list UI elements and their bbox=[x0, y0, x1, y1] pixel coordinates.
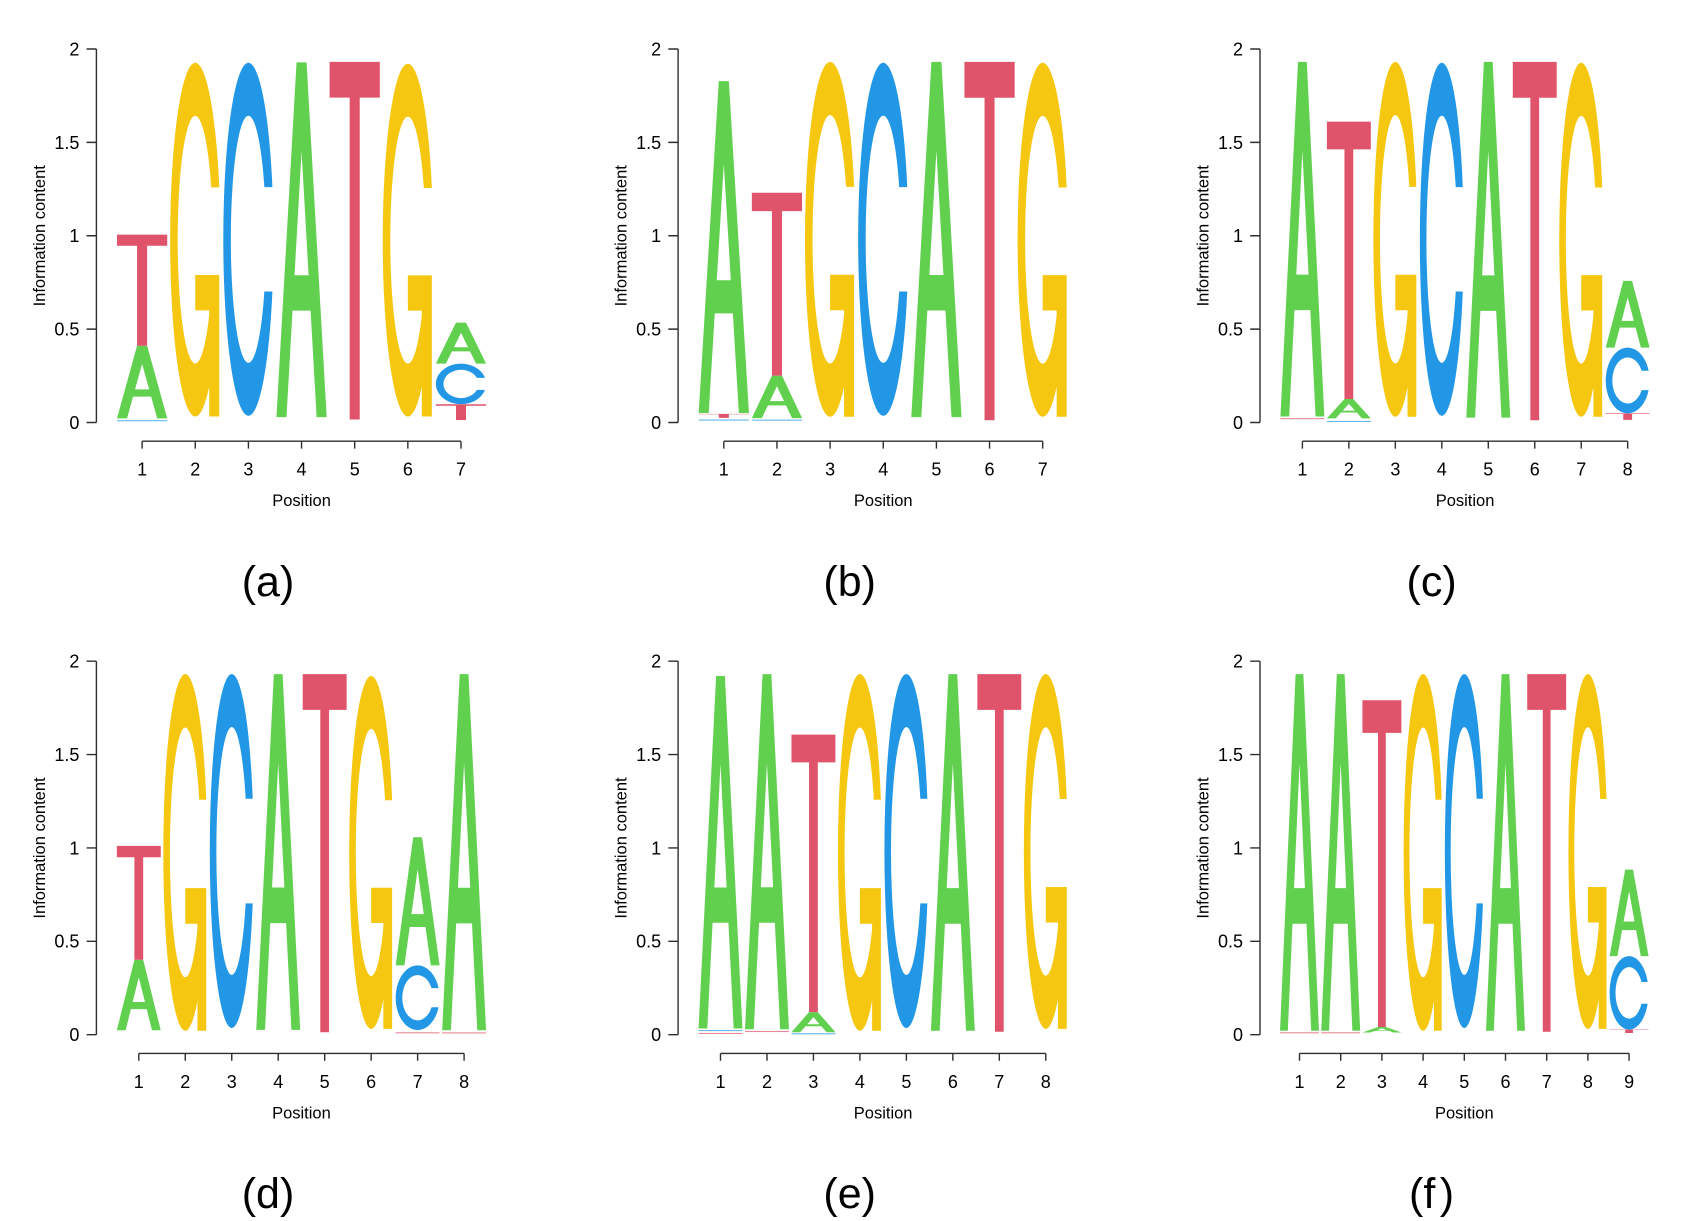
svg-text:0.5: 0.5 bbox=[636, 932, 661, 952]
svg-text:1.5: 1.5 bbox=[54, 133, 79, 153]
svg-text:6: 6 bbox=[403, 460, 413, 480]
svg-text:Position: Position bbox=[272, 492, 331, 510]
svg-text:Position: Position bbox=[854, 1104, 913, 1122]
svg-text:Information content: Information content bbox=[1195, 777, 1213, 919]
svg-text:9: 9 bbox=[1624, 1072, 1634, 1092]
svg-text:6: 6 bbox=[948, 1072, 958, 1092]
svg-text:1.5: 1.5 bbox=[1218, 133, 1243, 153]
svg-text:0: 0 bbox=[1233, 413, 1243, 433]
svg-text:2: 2 bbox=[1233, 39, 1243, 59]
svg-text:0: 0 bbox=[651, 413, 661, 433]
svg-text:5: 5 bbox=[350, 460, 360, 480]
svg-text:Position: Position bbox=[854, 492, 913, 510]
svg-text:2: 2 bbox=[180, 1072, 190, 1092]
svg-text:7: 7 bbox=[994, 1072, 1004, 1092]
svg-text:0: 0 bbox=[1233, 1025, 1243, 1045]
svg-text:1.5: 1.5 bbox=[1218, 745, 1243, 765]
svg-text:Position: Position bbox=[1435, 1104, 1494, 1122]
svg-text:5: 5 bbox=[320, 1072, 330, 1092]
svg-text:4: 4 bbox=[855, 1072, 865, 1092]
svg-text:2: 2 bbox=[1336, 1072, 1346, 1092]
svg-text:1: 1 bbox=[1297, 460, 1307, 480]
svg-text:0.5: 0.5 bbox=[1218, 320, 1243, 340]
svg-text:4: 4 bbox=[273, 1072, 283, 1092]
svg-text:8: 8 bbox=[459, 1072, 469, 1092]
svg-text:Information content: Information content bbox=[613, 165, 631, 307]
svg-text:4: 4 bbox=[1437, 460, 1447, 480]
svg-text:3: 3 bbox=[825, 460, 835, 480]
svg-text:1: 1 bbox=[137, 460, 147, 480]
svg-text:(e): (e) bbox=[823, 1170, 876, 1218]
svg-text:Information content: Information content bbox=[613, 777, 631, 919]
svg-text:(c): (c) bbox=[1407, 558, 1457, 606]
svg-text:4: 4 bbox=[878, 460, 888, 480]
svg-text:0.5: 0.5 bbox=[54, 320, 79, 340]
svg-text:1: 1 bbox=[719, 460, 729, 480]
svg-text:(f): (f) bbox=[1409, 1170, 1454, 1218]
svg-text:3: 3 bbox=[808, 1072, 818, 1092]
svg-text:2: 2 bbox=[762, 1072, 772, 1092]
svg-text:Information content: Information content bbox=[31, 777, 49, 919]
svg-text:1: 1 bbox=[134, 1072, 144, 1092]
svg-text:2: 2 bbox=[69, 652, 79, 672]
svg-text:(d): (d) bbox=[242, 1170, 295, 1218]
svg-text:7: 7 bbox=[1038, 460, 1048, 480]
svg-text:4: 4 bbox=[1418, 1072, 1428, 1092]
svg-text:5: 5 bbox=[901, 1072, 911, 1092]
svg-text:1.5: 1.5 bbox=[636, 133, 661, 153]
svg-text:8: 8 bbox=[1623, 460, 1633, 480]
svg-text:1: 1 bbox=[715, 1072, 725, 1092]
svg-text:6: 6 bbox=[1530, 460, 1540, 480]
svg-text:Information content: Information content bbox=[31, 165, 49, 307]
svg-text:8: 8 bbox=[1583, 1072, 1593, 1092]
svg-text:7: 7 bbox=[1542, 1072, 1552, 1092]
svg-text:(b): (b) bbox=[823, 558, 876, 606]
svg-text:5: 5 bbox=[1483, 460, 1493, 480]
svg-text:1.5: 1.5 bbox=[54, 745, 79, 765]
svg-text:0.5: 0.5 bbox=[54, 932, 79, 952]
svg-text:1: 1 bbox=[69, 226, 79, 246]
svg-text:6: 6 bbox=[985, 460, 995, 480]
svg-text:0: 0 bbox=[651, 1025, 661, 1045]
svg-text:2: 2 bbox=[190, 460, 200, 480]
svg-text:7: 7 bbox=[413, 1072, 423, 1092]
svg-text:1: 1 bbox=[1294, 1072, 1304, 1092]
svg-text:3: 3 bbox=[1390, 460, 1400, 480]
svg-text:5: 5 bbox=[931, 460, 941, 480]
svg-text:1: 1 bbox=[1233, 226, 1243, 246]
svg-text:8: 8 bbox=[1041, 1072, 1051, 1092]
svg-text:3: 3 bbox=[243, 460, 253, 480]
svg-text:(a): (a) bbox=[242, 558, 295, 606]
svg-text:1: 1 bbox=[651, 226, 661, 246]
svg-text:1: 1 bbox=[69, 838, 79, 858]
svg-text:0: 0 bbox=[69, 1025, 79, 1045]
svg-text:1: 1 bbox=[1233, 838, 1243, 858]
svg-text:1.5: 1.5 bbox=[636, 745, 661, 765]
svg-text:Information content: Information content bbox=[1195, 165, 1213, 307]
svg-text:2: 2 bbox=[69, 39, 79, 59]
svg-text:0.5: 0.5 bbox=[1218, 932, 1243, 952]
svg-text:2: 2 bbox=[651, 652, 661, 672]
svg-text:0: 0 bbox=[69, 413, 79, 433]
svg-text:2: 2 bbox=[772, 460, 782, 480]
svg-text:Position: Position bbox=[1436, 492, 1495, 510]
svg-text:7: 7 bbox=[456, 460, 466, 480]
svg-text:2: 2 bbox=[1344, 460, 1354, 480]
svg-text:2: 2 bbox=[651, 39, 661, 59]
svg-text:3: 3 bbox=[227, 1072, 237, 1092]
svg-text:7: 7 bbox=[1576, 460, 1586, 480]
svg-text:5: 5 bbox=[1459, 1072, 1469, 1092]
svg-text:6: 6 bbox=[366, 1072, 376, 1092]
svg-text:6: 6 bbox=[1500, 1072, 1510, 1092]
svg-text:0.5: 0.5 bbox=[636, 320, 661, 340]
svg-text:1: 1 bbox=[651, 838, 661, 858]
svg-text:Position: Position bbox=[272, 1104, 331, 1122]
svg-text:2: 2 bbox=[1233, 652, 1243, 672]
svg-text:3: 3 bbox=[1377, 1072, 1387, 1092]
svg-text:4: 4 bbox=[297, 460, 307, 480]
